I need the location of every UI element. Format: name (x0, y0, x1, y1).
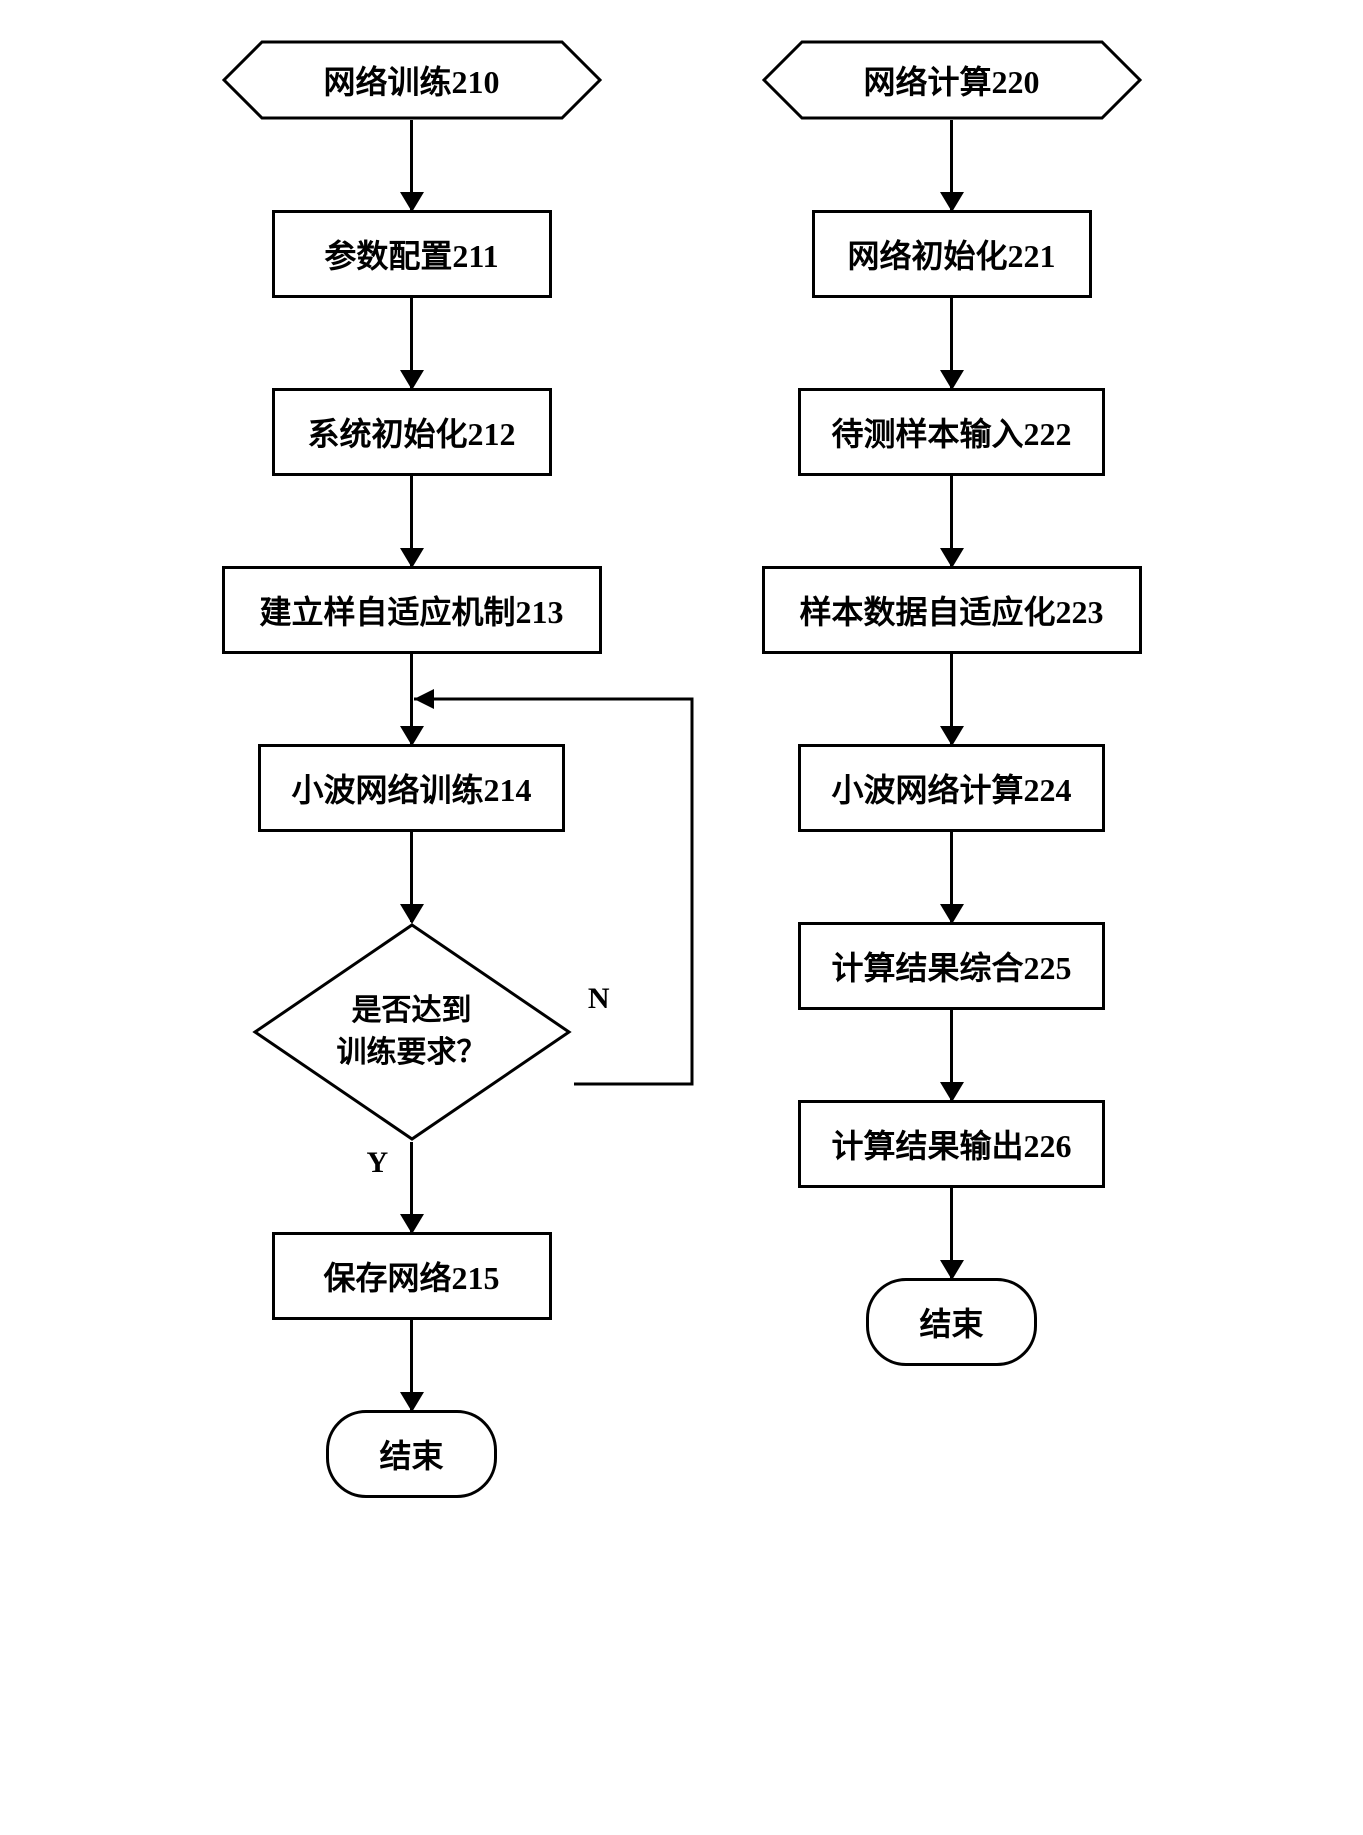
decision-line1: 是否达到 (352, 994, 472, 1027)
arrow (410, 476, 413, 566)
left-node-1: 参数配置211 (272, 210, 552, 298)
arrow (410, 654, 413, 744)
left-node-2: 系统初始化212 (272, 388, 552, 476)
arrow (410, 1142, 413, 1232)
left-node-3: 建立样自适应机制213 (222, 566, 602, 654)
arrow (950, 476, 953, 566)
arrow (950, 1010, 953, 1100)
right-column: 网络计算220 网络初始化221 待测样本输入222 样本数据自适应化223 小… (762, 40, 1142, 1366)
right-node-1: 网络初始化221 (812, 210, 1092, 298)
decision-line2: 训练要求？ (337, 1036, 487, 1069)
arrow (950, 120, 953, 210)
arrow (950, 654, 953, 744)
right-node-2: 待测样本输入222 (798, 388, 1104, 476)
arrow (950, 298, 953, 388)
left-column: 网络训练210 参数配置211 系统初始化212 建立样自适应机制213 小波网… (222, 40, 602, 1498)
label-yes: Y (367, 1146, 389, 1180)
left-header-text: 网络训练210 (323, 57, 499, 103)
arrow (950, 1188, 953, 1278)
arrow (410, 832, 413, 922)
arrow (410, 1320, 413, 1410)
right-header-text: 网络计算220 (863, 57, 1039, 103)
right-node-6: 计算结果输出226 (798, 1100, 1104, 1188)
label-no: N (588, 982, 610, 1016)
right-node-3: 样本数据自适应化223 (762, 566, 1142, 654)
left-node-5: 保存网络215 (272, 1232, 552, 1320)
arrow (410, 120, 413, 210)
left-header-hexagon: 网络训练210 (222, 40, 602, 120)
right-node-4: 小波网络计算224 (798, 744, 1104, 832)
arrow (410, 298, 413, 388)
right-terminator: 结束 (866, 1278, 1036, 1366)
decision-text: 是否达到 训练要求？ (337, 990, 487, 1074)
left-terminator: 结束 (326, 1410, 496, 1498)
left-node-4: 小波网络训练214 (258, 744, 564, 832)
right-header-hexagon: 网络计算220 (762, 40, 1142, 120)
arrow (950, 832, 953, 922)
left-decision-diamond: 是否达到 训练要求？ N Y (252, 922, 572, 1142)
flowchart-container: 网络训练210 参数配置211 系统初始化212 建立样自适应机制213 小波网… (222, 40, 1142, 1498)
right-node-5: 计算结果综合225 (798, 922, 1104, 1010)
